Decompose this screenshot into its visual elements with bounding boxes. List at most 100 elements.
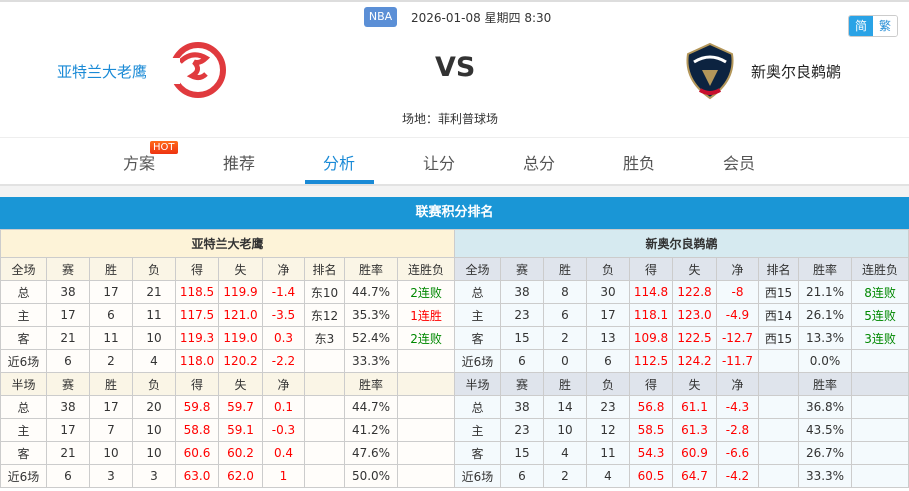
table-cell: 西15 bbox=[758, 280, 799, 304]
table-cell: 17 bbox=[586, 303, 630, 327]
table-cell: 总 bbox=[454, 395, 501, 419]
table-row: 客 21 10 10 60.6 60.2 0.4 47.6% bbox=[0, 441, 456, 465]
column-header: 失 bbox=[218, 372, 263, 396]
table-cell: 118.0 bbox=[175, 349, 219, 373]
table-cell: 30 bbox=[586, 280, 630, 304]
table-cell: 11 bbox=[89, 326, 133, 350]
column-header bbox=[850, 372, 909, 396]
tab-analysis[interactable]: 分析 bbox=[322, 154, 355, 173]
tab-plan[interactable]: 方案 bbox=[122, 154, 155, 173]
table-cell bbox=[396, 418, 456, 442]
table-cell: 10 bbox=[543, 418, 587, 442]
section-gap bbox=[0, 184, 909, 197]
table-cell: 23 bbox=[500, 418, 544, 442]
column-header: 赛 bbox=[46, 372, 90, 396]
column-header: 排名 bbox=[758, 257, 799, 281]
simplified-button[interactable]: 简 bbox=[849, 16, 873, 36]
table-cell bbox=[758, 395, 799, 419]
table-cell: 3连败 bbox=[850, 326, 909, 350]
column-header: 失 bbox=[672, 372, 717, 396]
table-cell: 4 bbox=[543, 441, 587, 465]
column-header: 净 bbox=[262, 372, 305, 396]
table-cell: 59.1 bbox=[218, 418, 263, 442]
home-team-name[interactable]: 亚特兰大老鹰 bbox=[57, 63, 148, 81]
table-cell: 东10 bbox=[304, 280, 345, 304]
column-header: 失 bbox=[218, 257, 263, 281]
table-cell: 120.2 bbox=[218, 349, 263, 373]
table-row: 近6场 6 0 6 112.5 124.2 -11.7 0.0% bbox=[454, 349, 909, 373]
table-cell: 近6场 bbox=[0, 464, 47, 488]
table-cell: 21 bbox=[46, 326, 90, 350]
table-cell bbox=[850, 441, 909, 465]
table-cell: 60.6 bbox=[175, 441, 219, 465]
table-cell: 2连败 bbox=[396, 280, 456, 304]
table-cell: 2 bbox=[89, 349, 133, 373]
away-team-name[interactable]: 新奥尔良鹈鹕 bbox=[751, 63, 842, 81]
table-cell: 35.3% bbox=[344, 303, 398, 327]
table-cell: 10 bbox=[132, 441, 176, 465]
table-cell: 54.3 bbox=[629, 441, 673, 465]
table-cell: 44.7% bbox=[344, 395, 398, 419]
table-cell: 近6场 bbox=[454, 349, 501, 373]
table-row: 客 15 2 13 109.8 122.5 -12.7 西15 13.3% 3连败 bbox=[454, 326, 909, 350]
table-cell: 主 bbox=[0, 418, 47, 442]
table-cell: 11 bbox=[132, 303, 176, 327]
tab-recommend[interactable]: 推荐 bbox=[222, 154, 255, 173]
traditional-button[interactable]: 繁 bbox=[873, 16, 897, 36]
table-cell: 121.0 bbox=[218, 303, 263, 327]
column-header: 半场 bbox=[454, 372, 501, 396]
table-cell bbox=[850, 395, 909, 419]
column-header: 全场 bbox=[454, 257, 501, 281]
table-row: 近6场 6 2 4 60.5 64.7 -4.2 33.3% bbox=[454, 464, 909, 488]
column-header: 净 bbox=[716, 257, 759, 281]
table-cell: 0.0% bbox=[798, 349, 852, 373]
table-row: 近6场 6 2 4 118.0 120.2 -2.2 33.3% bbox=[0, 349, 456, 373]
column-header: 连胜负 bbox=[396, 257, 456, 281]
table-cell: 38 bbox=[500, 280, 544, 304]
pelicans-logo-icon[interactable] bbox=[680, 40, 740, 102]
table-cell: 64.7 bbox=[672, 464, 717, 488]
column-header: 净 bbox=[262, 257, 305, 281]
table-cell: 0.1 bbox=[262, 395, 305, 419]
table-cell: -4.2 bbox=[716, 464, 759, 488]
table-cell: 112.5 bbox=[629, 349, 673, 373]
table-cell: 38 bbox=[500, 395, 544, 419]
tab-total[interactable]: 总分 bbox=[522, 154, 555, 173]
venue: 场地：菲利普球场 bbox=[402, 112, 499, 126]
match-datetime: 2026-01-08 星期四 8:30 bbox=[411, 11, 552, 25]
hawks-logo-icon[interactable] bbox=[170, 40, 226, 100]
column-header: 负 bbox=[586, 372, 630, 396]
team-title: 亚特兰大老鹰 bbox=[0, 229, 456, 258]
table-cell: 3 bbox=[89, 464, 133, 488]
table-cell: -4.3 bbox=[716, 395, 759, 419]
column-header: 排名 bbox=[304, 257, 345, 281]
home-standings-table: 亚特兰大老鹰 全场赛胜负得失净排名 胜率 连胜负总 38 17 21 118.5 119.9 -1… bbox=[0, 229, 456, 488]
tab-handicap[interactable]: 让分 bbox=[422, 154, 455, 173]
table-row: 客 15 4 11 54.3 60.9 -6.6 26.7% bbox=[454, 441, 909, 465]
table-cell: 119.9 bbox=[218, 280, 263, 304]
column-header: 胜 bbox=[89, 257, 133, 281]
table-cell: 122.8 bbox=[672, 280, 717, 304]
table-row: 总 38 8 30 114.8 122.8 -8 西15 21.1% 8连败 bbox=[454, 280, 909, 304]
tab-win-loss[interactable]: 胜负 bbox=[622, 154, 655, 173]
table-cell: 主 bbox=[454, 418, 501, 442]
table-cell: -0.3 bbox=[262, 418, 305, 442]
column-header: 连胜负 bbox=[850, 257, 909, 281]
column-header: 胜率 bbox=[798, 372, 852, 396]
column-header: 得 bbox=[175, 372, 219, 396]
table-cell bbox=[396, 349, 456, 373]
table-cell: 23 bbox=[500, 303, 544, 327]
table-cell: 17 bbox=[46, 418, 90, 442]
table-cell: 10 bbox=[132, 326, 176, 350]
section-title: 联赛积分排名 bbox=[0, 197, 909, 229]
column-header: 负 bbox=[586, 257, 630, 281]
table-cell: 客 bbox=[454, 326, 501, 350]
table-cell: 6 bbox=[46, 464, 90, 488]
table-cell: 21 bbox=[132, 280, 176, 304]
tab-member[interactable]: 会员 bbox=[722, 154, 755, 173]
table-cell: 总 bbox=[454, 280, 501, 304]
table-cell: 117.5 bbox=[175, 303, 219, 327]
table-cell bbox=[304, 464, 345, 488]
table-cell: -3.5 bbox=[262, 303, 305, 327]
league-badge[interactable]: NBA bbox=[364, 7, 397, 27]
